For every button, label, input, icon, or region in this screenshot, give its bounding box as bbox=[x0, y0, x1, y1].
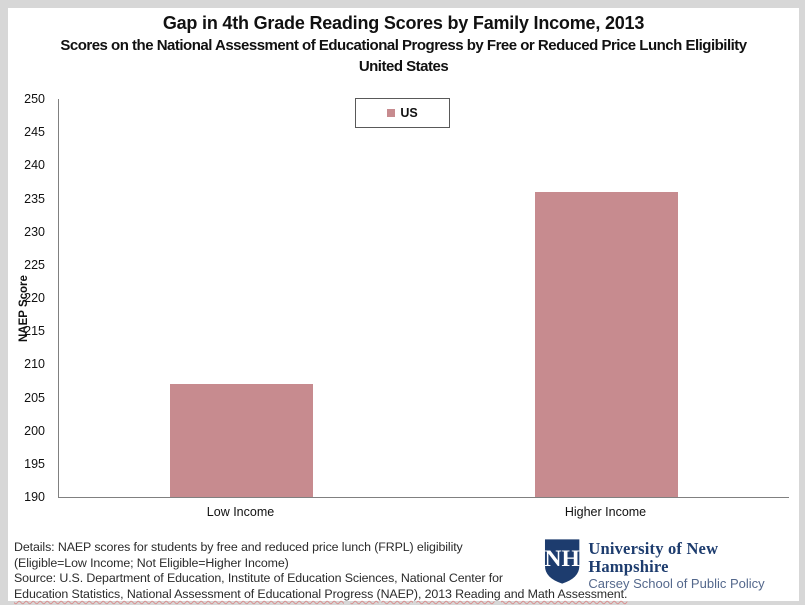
y-tick-245: 245 bbox=[24, 125, 45, 140]
chart-subtitle-line1: Scores on the National Assessment of Edu… bbox=[60, 37, 747, 54]
legend: US bbox=[355, 98, 450, 128]
bar-higher-income bbox=[535, 191, 678, 497]
x-label-low-income: Low Income bbox=[206, 505, 275, 519]
y-tick-190: 190 bbox=[24, 490, 45, 504]
unh-monogram: NH bbox=[545, 546, 580, 572]
plot-area bbox=[58, 99, 789, 498]
legend-label-us: US bbox=[400, 106, 418, 120]
chart-canvas: Gap in 4th Grade Reading Scores by Famil… bbox=[8, 8, 799, 601]
y-tick-230: 230 bbox=[24, 224, 45, 239]
y-tick-235: 235 bbox=[24, 191, 45, 206]
x-label-higher-income: Higher Income bbox=[564, 505, 647, 519]
y-tick-225: 225 bbox=[24, 257, 45, 272]
y-tick-250: 250 bbox=[24, 92, 45, 106]
y-tick-215: 215 bbox=[24, 324, 45, 339]
bar-low-income bbox=[170, 384, 313, 497]
y-tick-200: 200 bbox=[24, 423, 45, 438]
y-axis-tick-labels: 250 245 240 235 230 225 220 215 210 205 200 195 190 bbox=[8, 92, 52, 504]
y-tick-205: 205 bbox=[24, 390, 45, 405]
footer-details-line2: (Eligible=Low Income; Not Eligible=Highe… bbox=[14, 555, 289, 570]
y-tick-240: 240 bbox=[24, 158, 45, 173]
unh-unit-name: Carsey School of Public Policy bbox=[588, 576, 765, 591]
unh-logo-text: University of New Hampshire Carsey Schoo… bbox=[588, 538, 799, 592]
y-tick-220: 220 bbox=[24, 291, 45, 305]
y-tick-210: 210 bbox=[24, 357, 45, 372]
y-tick-195: 195 bbox=[24, 456, 45, 471]
unh-org-name: University of New Hampshire bbox=[588, 539, 719, 576]
unh-shield-icon: NH bbox=[545, 539, 580, 584]
footer-details-line1: Details: NAEP scores for students by fre… bbox=[14, 540, 463, 554]
footer-notes: Details: NAEP scores for students by fre… bbox=[14, 540, 627, 602]
chart-title: Gap in 4th Grade Reading Scores by Famil… bbox=[162, 13, 645, 33]
chart-subtitle-line2: United States bbox=[358, 58, 449, 75]
legend-swatch-us bbox=[387, 109, 396, 117]
footer-source-line2: Education Statistics, National Assessmen… bbox=[14, 586, 628, 601]
x-axis-category-labels: Low Income Higher Income bbox=[58, 505, 788, 523]
footer-source-line1: Source: U.S. Department of Education, In… bbox=[14, 571, 503, 586]
unh-logo: NH University of New Hampshire Carsey Sc… bbox=[544, 538, 799, 592]
